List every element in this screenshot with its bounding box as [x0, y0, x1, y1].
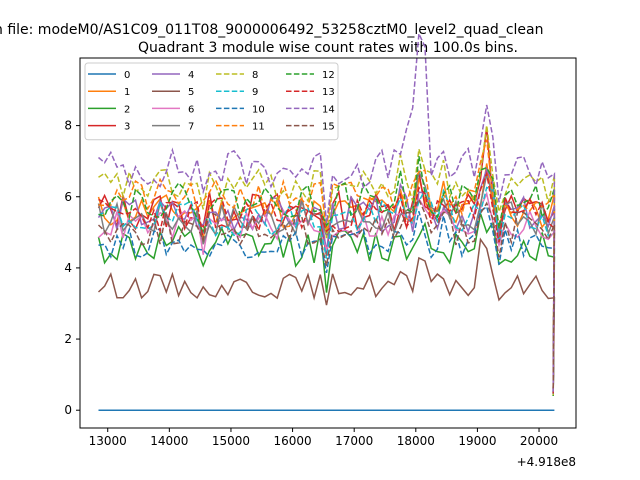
- axis-ticks: 13000 14000 15000 16000 17000 18000 19000 20000…: [64, 119, 558, 448]
- series-line-4: [97, 167, 556, 397]
- y-tick-label: 8: [64, 119, 72, 133]
- legend-label-9: 9: [252, 87, 258, 98]
- legend-label-15: 15: [322, 122, 335, 133]
- y-tick-label: 6: [64, 190, 72, 204]
- series-line-5: [97, 237, 556, 394]
- series-line-12: [98, 155, 556, 397]
- y-tick-label: 4: [64, 261, 72, 275]
- x-tick-label: 15000: [212, 434, 250, 448]
- x-offset-label: +4.918e8: [517, 455, 576, 469]
- legend-label-13: 13: [322, 87, 335, 98]
- legend-box: [84, 62, 339, 141]
- chart-suptitle: n file: modeM0/AS1C09_011T08_9000006492_…: [0, 22, 543, 38]
- series-line-11: [98, 139, 556, 390]
- legend-label-2: 2: [124, 104, 130, 115]
- series-line-14: [98, 30, 556, 392]
- chart-title: Quadrant 3 module wise count rates with …: [138, 40, 518, 56]
- legend-label-8: 8: [252, 70, 258, 81]
- series-line-15: [97, 197, 556, 390]
- legend-label-14: 14: [322, 104, 335, 115]
- series-line-7: [97, 168, 556, 390]
- legend-label-7: 7: [188, 122, 194, 133]
- series-line-6: [97, 191, 556, 392]
- series-line-2: [97, 213, 556, 392]
- x-tick-label: 14000: [150, 434, 188, 448]
- x-tick-label: 19000: [458, 434, 496, 448]
- legend-label-4: 4: [188, 70, 194, 81]
- x-tick-label: 18000: [397, 434, 435, 448]
- x-tick-label: 17000: [335, 434, 373, 448]
- y-tick-label: 0: [64, 403, 72, 417]
- y-tick-label: 2: [64, 332, 72, 346]
- legend-label-12: 12: [322, 70, 335, 81]
- plot-frame: [79, 57, 577, 429]
- legend-label-11: 11: [252, 122, 265, 133]
- series-lines: [97, 30, 556, 411]
- series-line-8: [98, 125, 556, 397]
- legend-label-10: 10: [252, 104, 265, 115]
- x-tick-label: 20000: [520, 434, 558, 448]
- x-tick-label: 13000: [89, 434, 127, 448]
- series-line-9: [98, 186, 556, 394]
- legend-label-1: 1: [124, 87, 130, 98]
- legend-label-0: 0: [124, 70, 130, 81]
- legend-label-6: 6: [188, 104, 194, 115]
- legend-label-5: 5: [188, 87, 194, 98]
- x-tick-label: 16000: [273, 434, 311, 448]
- series-line-13: [98, 170, 556, 394]
- legend-label-3: 3: [124, 122, 130, 133]
